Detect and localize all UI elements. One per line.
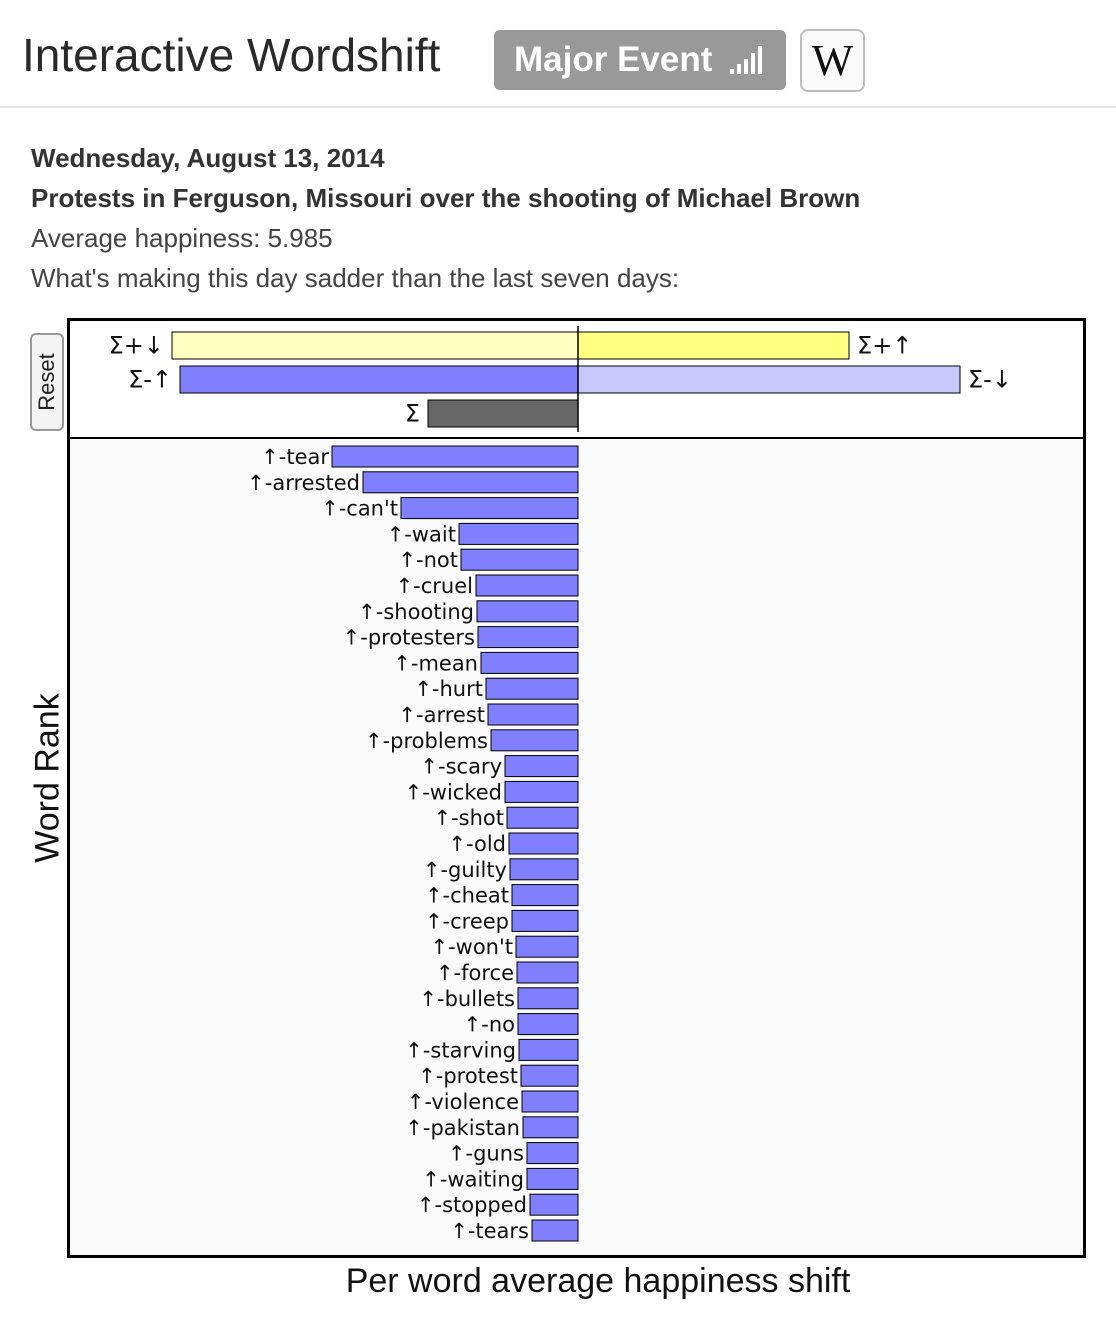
summary-bar (577, 331, 850, 360)
word-label: ↑-old (448, 832, 506, 856)
word-label: ↑-mean (393, 651, 478, 675)
summary-label: Σ (405, 400, 420, 428)
word-label: ↑-arrested (247, 471, 360, 495)
word-label: ↑-waiting (422, 1167, 524, 1191)
word-bar (520, 1064, 579, 1087)
word-bar (504, 755, 579, 778)
word-label: ↑-protest (418, 1064, 518, 1088)
word-label: ↑-starving (405, 1038, 516, 1062)
word-bar (521, 1090, 579, 1113)
word-label: ↑-scary (420, 755, 502, 779)
word-bar (490, 729, 579, 752)
word-bar (460, 548, 579, 571)
event-description: Protests in Ferguson, Missouri over the … (31, 183, 861, 213)
y-axis-label: Word Rank (28, 693, 67, 863)
word-bar (475, 574, 579, 597)
comparison-text: What's making this day sadder than the l… (31, 263, 680, 293)
word-bar (518, 1038, 579, 1061)
word-label: ↑-creep (425, 909, 509, 933)
word-label: ↑-no (464, 1013, 515, 1037)
summary-bar (577, 365, 961, 394)
word-label: ↑-protesters (343, 626, 475, 650)
word-bar (480, 651, 579, 674)
word-label: ↑-arrest (398, 703, 485, 727)
word-label: ↑-cruel (396, 574, 473, 598)
word-label: ↑-can't (321, 497, 398, 521)
word-bar (526, 1167, 579, 1190)
wikipedia-w-icon: W (811, 36, 854, 85)
word-label: ↑-pakistan (405, 1116, 520, 1140)
event-date: Wednesday, August 13, 2014 (31, 143, 385, 173)
word-bar (362, 471, 579, 494)
signal-bars-icon (730, 46, 762, 74)
word-label: ↑-bullets (419, 987, 515, 1011)
page-title: Interactive Wordshift (22, 29, 441, 81)
word-label: ↑-guilty (423, 858, 507, 882)
summary-bars: Σ+↓ Σ+↑ Σ-↑ Σ-↓ Σ (109, 326, 1012, 432)
word-bar (511, 884, 579, 907)
word-label: ↑-hurt (414, 677, 483, 701)
word-bar (529, 1193, 579, 1216)
word-bar (509, 858, 579, 881)
x-axis-label: Per word average happiness shift (345, 1262, 851, 1300)
word-bar (531, 1219, 579, 1242)
word-bar (517, 987, 579, 1010)
word-bar (504, 780, 579, 803)
word-label: ↑-tear (261, 445, 329, 469)
word-label: ↑-violence (407, 1090, 519, 1114)
word-bar (331, 445, 579, 468)
word-bar (487, 703, 579, 726)
word-label: ↑-shooting (358, 600, 474, 624)
word-label: ↑-not (398, 548, 458, 572)
word-bar (526, 1142, 579, 1165)
word-bars: ↑-tear↑-arrested↑-can't↑-wait↑-not↑-crue… (247, 445, 579, 1243)
word-bar (485, 677, 579, 700)
major-event-button[interactable]: Major Event (494, 30, 786, 90)
summary-label: Σ+↓ (109, 332, 164, 360)
word-bar (476, 600, 579, 623)
summary-bar (171, 331, 579, 360)
wikipedia-button[interactable]: W (800, 29, 865, 92)
reset-button[interactable]: Reset (30, 333, 64, 431)
word-bar (515, 935, 579, 958)
word-label: ↑-cheat (425, 884, 509, 908)
word-bar (506, 806, 579, 829)
word-label: ↑-wicked (405, 780, 502, 804)
word-label: ↑-wait (387, 522, 456, 546)
word-bar (516, 961, 579, 984)
summary-bar (179, 365, 579, 394)
word-label: ↑-force (436, 961, 514, 985)
word-label: ↑-won't (430, 935, 513, 959)
word-bar (477, 626, 579, 649)
word-bar (522, 1116, 579, 1139)
summary-label: Σ-↑ (128, 366, 172, 394)
word-label: ↑-tears (450, 1219, 529, 1243)
major-event-label: Major Event (514, 40, 713, 79)
word-label: ↑-problems (365, 729, 488, 753)
word-bar (400, 497, 579, 520)
word-label: ↑-stopped (417, 1193, 527, 1217)
summary-bar (427, 399, 579, 428)
word-label: ↑-guns (448, 1142, 524, 1166)
word-bar (511, 909, 579, 932)
word-bar (517, 1013, 579, 1036)
summary-label: Σ-↓ (968, 366, 1012, 394)
word-bar (508, 832, 579, 855)
header: Interactive Wordshift Major Event W (0, 0, 1116, 108)
word-bar (458, 522, 579, 545)
word-label: ↑-shot (433, 806, 504, 830)
average-happiness: Average happiness: 5.985 (31, 223, 333, 253)
summary-label: Σ+↑ (857, 332, 912, 360)
